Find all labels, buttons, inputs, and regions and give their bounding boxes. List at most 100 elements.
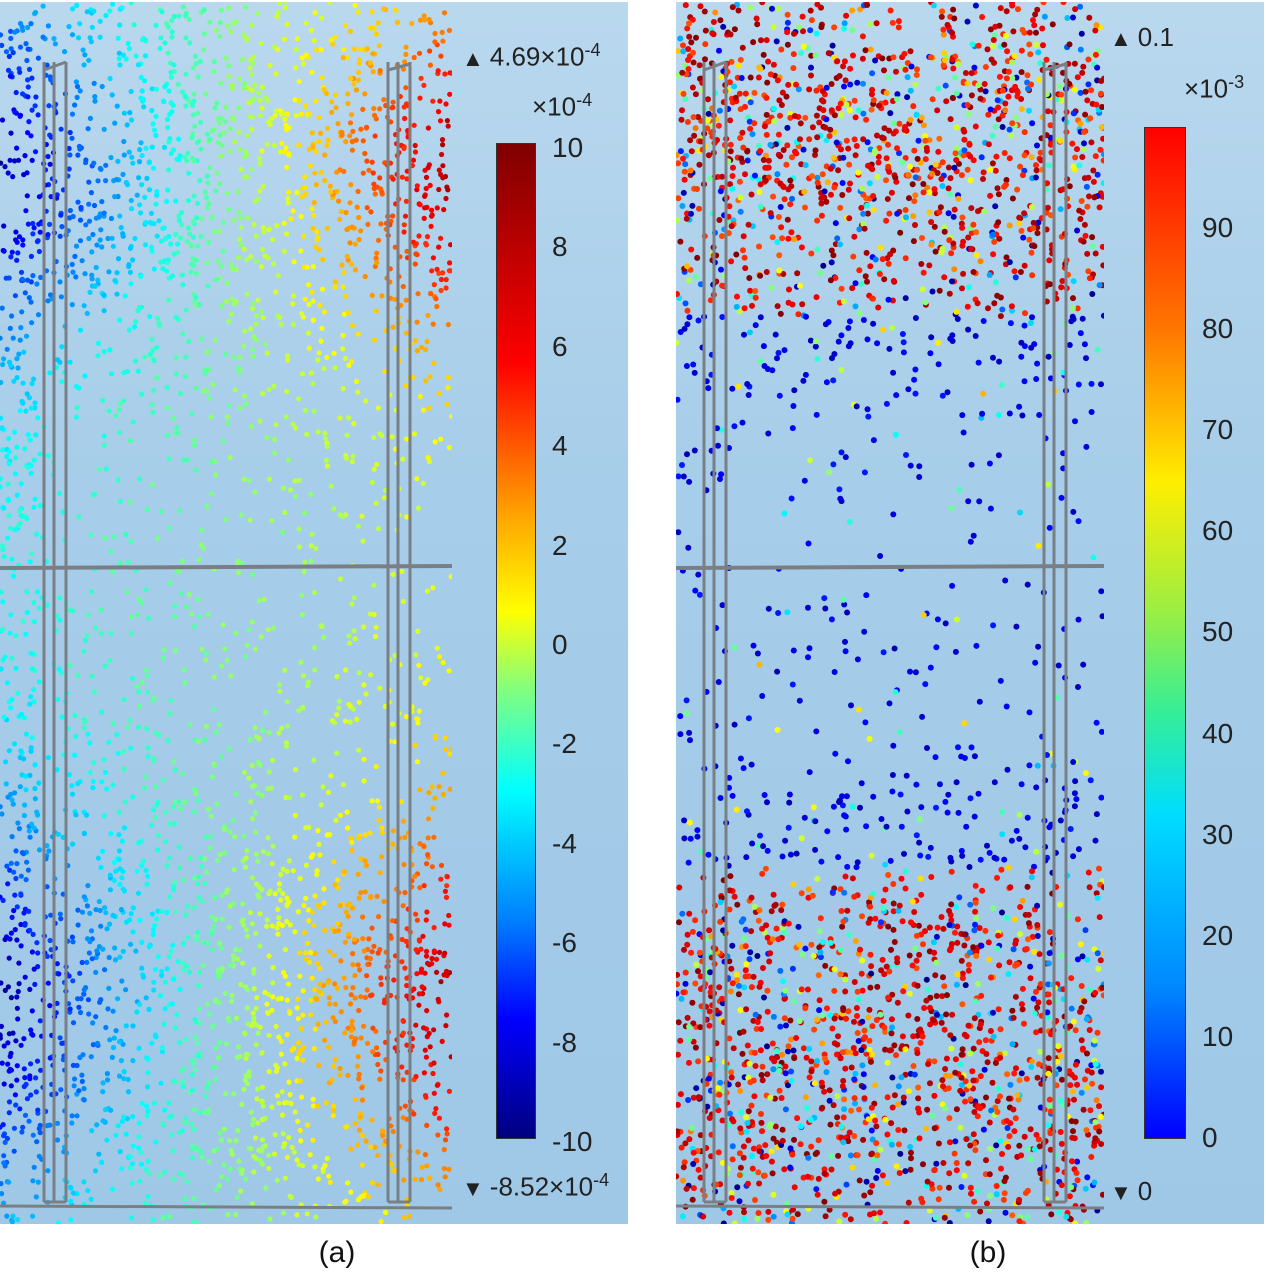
particle: [11, 1125, 17, 1131]
particle: [14, 356, 20, 362]
particle: [187, 855, 193, 862]
particle: [116, 809, 122, 815]
particle: [1033, 29, 1039, 36]
particle: [427, 48, 433, 54]
particle: [415, 720, 421, 726]
particle: [0, 42, 5, 48]
particle: [237, 947, 243, 953]
particle: [370, 170, 376, 176]
particle: [340, 385, 346, 392]
particle: [824, 1005, 830, 1012]
particle: [288, 216, 294, 222]
particle: [355, 871, 361, 877]
particle: [60, 509, 66, 515]
particle: [123, 919, 130, 925]
particle: [834, 1093, 841, 1099]
particle: [217, 33, 223, 40]
particle: [311, 645, 318, 651]
particle: [324, 1155, 330, 1162]
particle: [762, 1142, 769, 1149]
particle: [372, 633, 378, 640]
particle: [309, 206, 315, 212]
particle: [99, 779, 105, 785]
particle: [197, 178, 203, 184]
particle: [768, 1148, 775, 1155]
particle: [976, 925, 983, 931]
particle: [58, 916, 64, 922]
particle: [377, 870, 383, 876]
particle: [204, 173, 210, 179]
particle: [446, 444, 452, 451]
particle: [423, 378, 429, 384]
particle: [115, 35, 121, 42]
particle: [978, 154, 985, 161]
particle: [312, 951, 318, 957]
particle: [881, 125, 888, 132]
particle: [48, 912, 54, 918]
particle: [314, 868, 320, 874]
particle: [5, 984, 11, 990]
particle: [364, 124, 370, 130]
particle: [1044, 180, 1051, 187]
particle: [224, 190, 230, 196]
particle: [335, 920, 341, 927]
particle: [912, 192, 919, 199]
particle: [211, 127, 217, 133]
particle: [165, 24, 171, 30]
particle: [211, 761, 217, 768]
particle: [129, 1180, 135, 1186]
particle: [198, 146, 204, 152]
particle: [421, 1025, 427, 1031]
particle: [402, 1103, 408, 1109]
particle: [260, 727, 266, 734]
particle: [47, 937, 53, 944]
particle: [93, 1014, 99, 1020]
particle: [953, 90, 960, 97]
particle: [135, 62, 141, 68]
particle: [279, 140, 285, 146]
particle: [688, 148, 695, 155]
particle: [196, 969, 202, 976]
particle: [74, 94, 80, 100]
particle: [137, 210, 144, 216]
particle: [341, 168, 347, 174]
particle: [348, 75, 354, 82]
particle: [89, 956, 95, 962]
particle: [104, 926, 110, 932]
particle: [776, 1087, 783, 1094]
particle: [808, 17, 815, 24]
particle: [427, 62, 433, 68]
particle: [31, 600, 37, 606]
particle: [252, 829, 259, 835]
particle: [179, 272, 185, 278]
particle: [348, 992, 354, 998]
particle: [186, 16, 192, 22]
particle: [14, 375, 20, 381]
particle: [883, 177, 889, 184]
particle: [412, 338, 419, 344]
particle: [427, 1175, 433, 1181]
particle: [143, 1103, 150, 1109]
particle: [1082, 111, 1089, 118]
particle: [128, 1215, 134, 1221]
particle: [292, 812, 298, 819]
colorbar-tick: -8: [552, 1026, 577, 1058]
particle: [362, 858, 368, 864]
particle: [98, 227, 104, 233]
particle: [693, 1085, 700, 1092]
particle: [293, 65, 299, 71]
particle: [442, 71, 448, 77]
particle: [845, 145, 852, 152]
particle: [298, 1138, 304, 1144]
particle: [236, 75, 243, 82]
particle: [769, 234, 776, 241]
particle: [693, 961, 700, 968]
particle: [267, 62, 273, 68]
particle: [31, 1164, 37, 1170]
particle: [198, 542, 204, 548]
particle: [442, 746, 448, 753]
particle: [12, 293, 18, 299]
particle: [248, 253, 254, 260]
particle: [28, 253, 34, 259]
particle: [790, 1206, 796, 1213]
